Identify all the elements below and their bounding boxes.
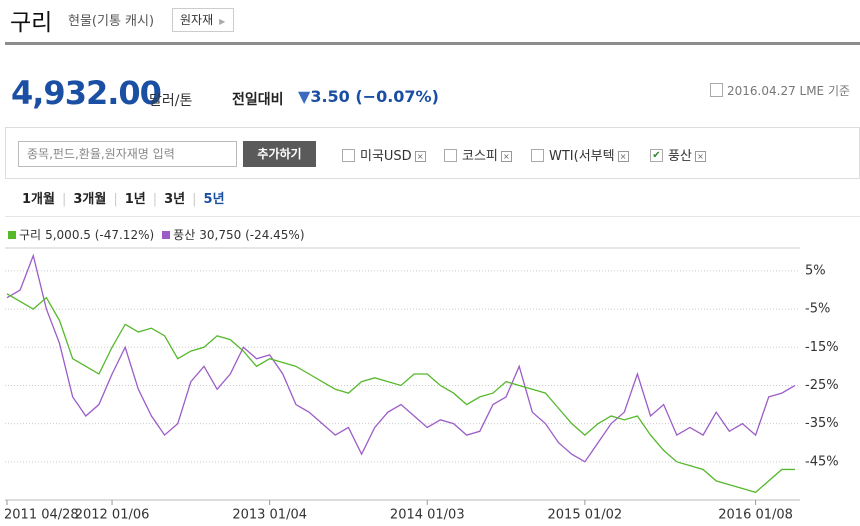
period-tabs: 1개월 | 3개월 | 1년 | 3년 | 5년 [22, 188, 225, 207]
tab-separator: | [152, 192, 158, 207]
legend-item: 풍산 30,750 (-24.45%) [162, 228, 305, 242]
add-button[interactable]: 추가하기 [243, 141, 316, 167]
title: 구리 [10, 10, 53, 36]
compare-option[interactable]: 코스피 × [444, 145, 512, 164]
x-tick-label: 2015 01/02 [548, 508, 623, 523]
series-line [6, 293, 795, 494]
y-tick-label: -45% [805, 454, 839, 469]
divider [5, 42, 860, 45]
legend-name: 구리 [19, 228, 42, 242]
period-tab[interactable]: 3년 [164, 192, 186, 207]
y-tick-label: -25% [805, 378, 839, 393]
compare-option[interactable]: ✔ 풍산 × [650, 145, 706, 164]
checkbox[interactable]: ✔ [650, 149, 663, 162]
period-tab[interactable]: 1개월 [22, 192, 55, 207]
remove-icon[interactable]: × [414, 151, 426, 162]
x-tick-label: 2013 01/04 [232, 508, 307, 523]
y-tick-label: -15% [805, 340, 839, 355]
period-tab[interactable]: 5년 [203, 192, 225, 207]
legend-swatch [162, 231, 171, 239]
y-tick-label: -5% [805, 302, 830, 317]
subtitle: 현물(기통 캐시) [68, 14, 155, 29]
legend-name: 풍산 [173, 228, 196, 242]
price: 4,932.00 [11, 74, 162, 112]
tab-divider [5, 216, 860, 217]
period-tab[interactable]: 1년 [124, 192, 146, 207]
option-label: 코스피 [462, 149, 498, 164]
y-tick-label: -35% [805, 416, 839, 431]
remove-icon[interactable]: × [694, 151, 706, 162]
checkbox[interactable] [531, 149, 544, 162]
option-label: 풍산 [668, 149, 692, 164]
x-tick-label: 2011 04/28 [4, 508, 79, 523]
legend-value: 5,000.5 (-47.12%) [45, 228, 155, 242]
legend-value: 30,750 (-24.45%) [199, 228, 305, 242]
x-tick-label: 2012 01/06 [75, 508, 150, 523]
x-tick-label: 2014 01/03 [390, 508, 465, 523]
y-tick-label: 5% [805, 263, 826, 278]
checkbox[interactable] [342, 149, 355, 162]
period-tab[interactable]: 3개월 [73, 192, 107, 207]
legend: 구리 5,000.5 (-47.12%) 풍산 30,750 (-24.45%) [8, 226, 313, 243]
arrow-icon: ▶ [219, 17, 226, 26]
change: ▼3.50 (−0.07%) [298, 87, 439, 106]
x-tick-label: 2016 01/08 [718, 508, 793, 523]
legend-item: 구리 5,000.5 (-47.12%) [8, 228, 154, 242]
legend-swatch [8, 231, 16, 239]
option-label: 미국USD [360, 149, 412, 164]
tab-separator: | [113, 192, 118, 207]
change-value: 3.50 (−0.07%) [310, 87, 439, 106]
compare-option[interactable]: WTI(서부텍 × [531, 145, 629, 164]
calendar-icon [710, 83, 723, 97]
price-unit: 달러/톤 [149, 93, 193, 109]
change-label: 전일대비 [232, 92, 284, 108]
compare-option[interactable]: 미국USD × [342, 145, 426, 164]
category-label: 원자재 [180, 13, 214, 27]
remove-icon[interactable]: × [500, 151, 512, 162]
remove-icon[interactable]: × [617, 151, 629, 162]
series-line [6, 253, 796, 463]
checkbox[interactable] [444, 149, 457, 162]
option-label: WTI(서부텍 [549, 149, 615, 164]
category-button[interactable]: 원자재 ▶ [172, 8, 234, 32]
date: 2016.04.27 LME 기준 [727, 84, 851, 98]
tab-separator: | [61, 192, 67, 207]
down-icon: ▼ [298, 87, 311, 106]
tab-separator: | [192, 192, 197, 207]
search-input[interactable]: 종목,펀드,환율,원자재명 입력 [18, 141, 237, 167]
